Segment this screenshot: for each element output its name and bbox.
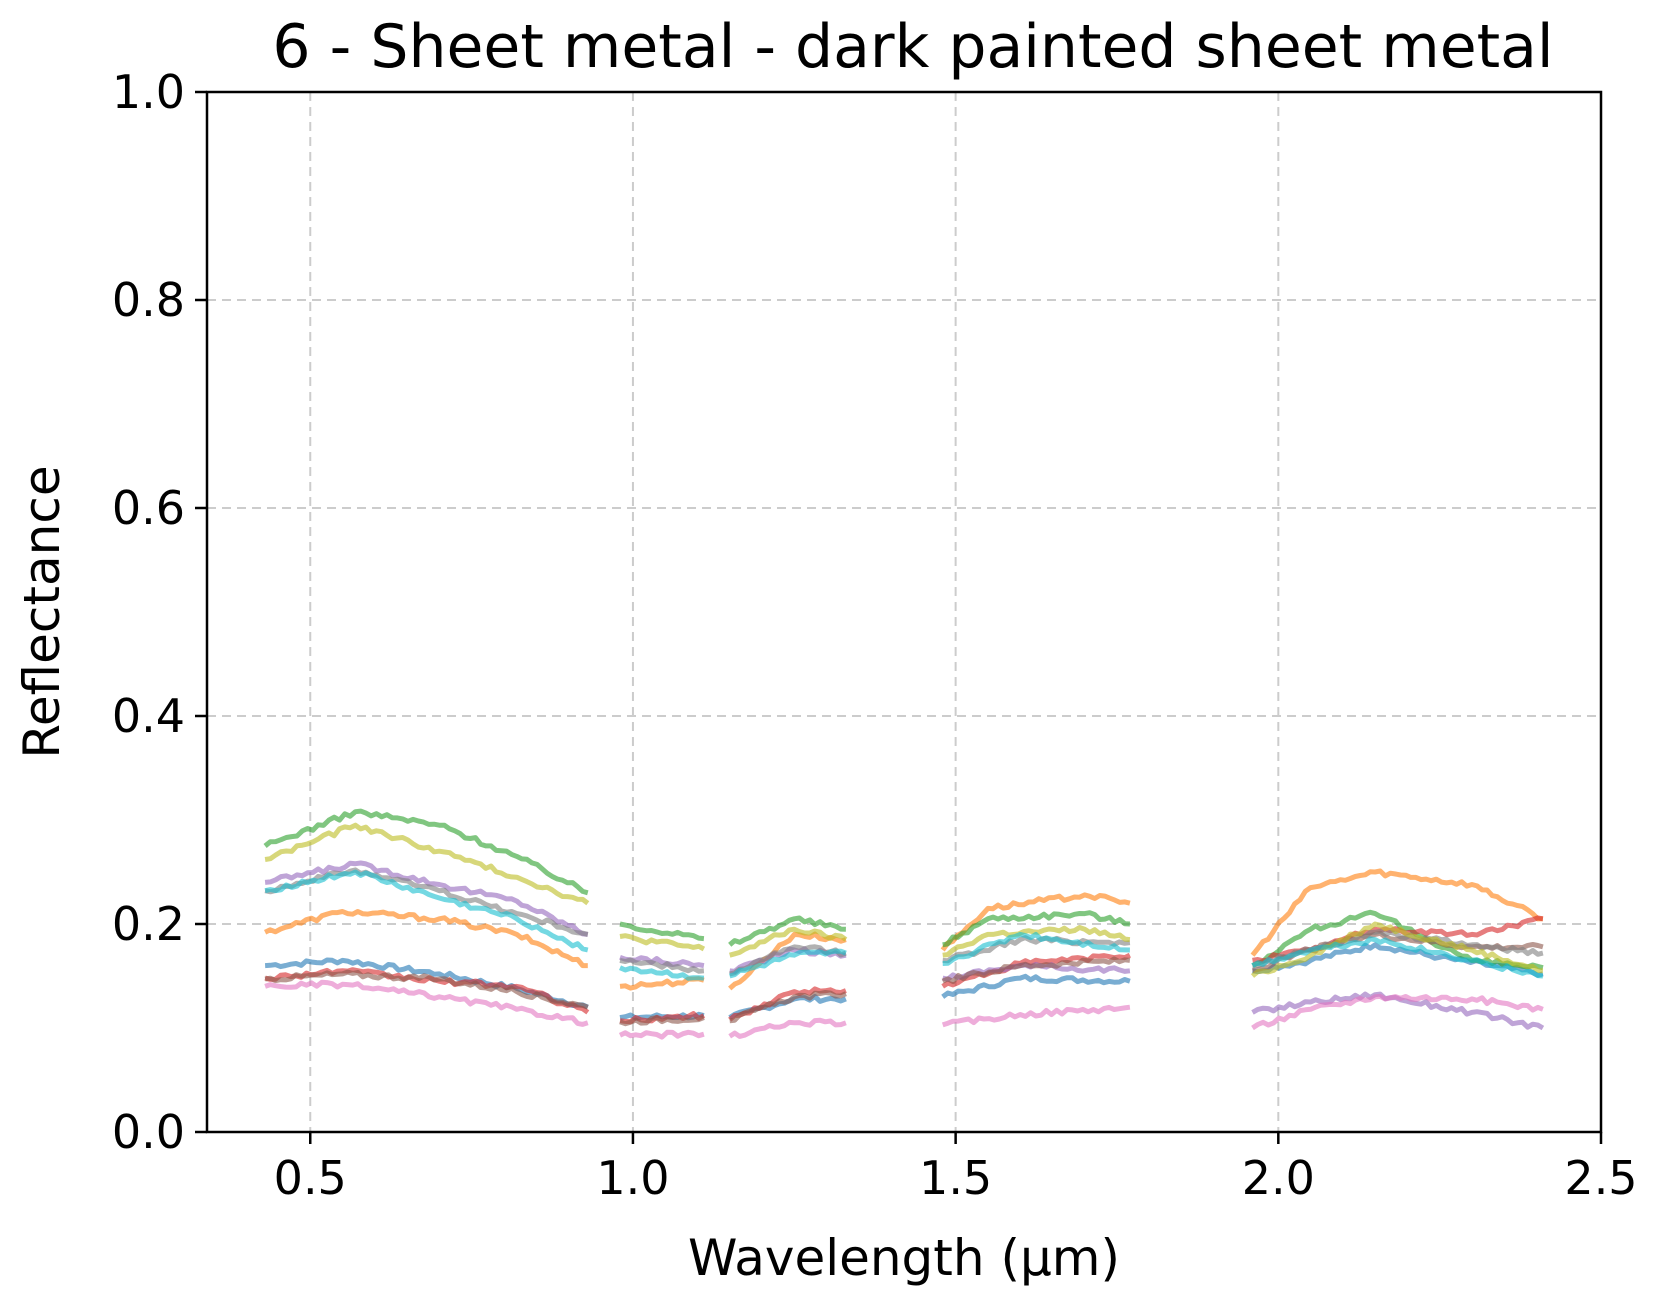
y-tick-label: 1.0 bbox=[112, 65, 185, 119]
series-segment bbox=[619, 921, 705, 942]
series-segment bbox=[1250, 868, 1543, 957]
series-segment bbox=[729, 926, 848, 958]
series-segment bbox=[619, 965, 705, 981]
series-line bbox=[264, 979, 1544, 1040]
series-segment bbox=[1250, 921, 1543, 978]
series-segment bbox=[941, 952, 1131, 989]
series-segment bbox=[1251, 909, 1544, 971]
series-segment bbox=[728, 931, 847, 991]
series-segment bbox=[619, 957, 705, 974]
x-tick-label: 2.0 bbox=[1242, 1151, 1315, 1205]
series-segment bbox=[942, 931, 1130, 966]
series-segment bbox=[1251, 993, 1544, 1031]
series-line bbox=[264, 869, 1544, 981]
series-line bbox=[264, 822, 1543, 978]
series-segment bbox=[264, 869, 589, 953]
y-axis-label: Reflectance bbox=[13, 465, 71, 758]
series-segment bbox=[264, 979, 589, 1027]
series-segment bbox=[728, 915, 846, 947]
series-segment bbox=[263, 909, 588, 969]
series-segment bbox=[264, 860, 589, 937]
series-segment bbox=[728, 1017, 847, 1039]
y-tick-label: 0.4 bbox=[112, 689, 185, 743]
axis-ticks: 0.5 1.0 1.5 2.0 2.5 0.0 0.2 0.4 0.6 0.8 1.0 bbox=[112, 65, 1638, 1205]
x-tick-label: 2.5 bbox=[1564, 1151, 1637, 1205]
series-segment bbox=[619, 933, 706, 952]
plot-frame bbox=[205, 90, 1603, 1134]
series-lines bbox=[263, 808, 1545, 1040]
series-segment bbox=[1251, 936, 1544, 979]
series-segment bbox=[941, 1004, 1131, 1028]
y-tick-label: 0.6 bbox=[112, 481, 185, 535]
x-axis-label: Wavelength (µm) bbox=[688, 1229, 1120, 1287]
series-segment bbox=[941, 956, 1131, 985]
series-segment bbox=[941, 973, 1131, 999]
series-line bbox=[263, 808, 1544, 971]
series-segment bbox=[618, 1029, 705, 1040]
y-tick-label: 0.2 bbox=[112, 897, 185, 951]
series-segment bbox=[942, 925, 1131, 958]
x-tick-label: 1.0 bbox=[596, 1151, 669, 1205]
series-segment bbox=[264, 867, 589, 937]
series-segment bbox=[619, 1015, 705, 1027]
series-segment bbox=[729, 948, 847, 979]
series-segment bbox=[264, 969, 589, 1010]
y-tick-label: 0.0 bbox=[112, 1105, 185, 1159]
series-segment bbox=[942, 910, 1130, 948]
chart-title: 6 - Sheet metal - dark painted sheet met… bbox=[272, 12, 1553, 82]
y-tick-label: 0.8 bbox=[112, 273, 185, 327]
grid bbox=[207, 92, 1601, 1132]
x-tick-label: 0.5 bbox=[274, 1151, 347, 1205]
series-segment bbox=[264, 822, 590, 906]
series-segment bbox=[729, 990, 847, 1024]
series-segment bbox=[263, 808, 589, 896]
series-segment bbox=[940, 892, 1131, 952]
x-tick-label: 1.5 bbox=[919, 1151, 992, 1205]
